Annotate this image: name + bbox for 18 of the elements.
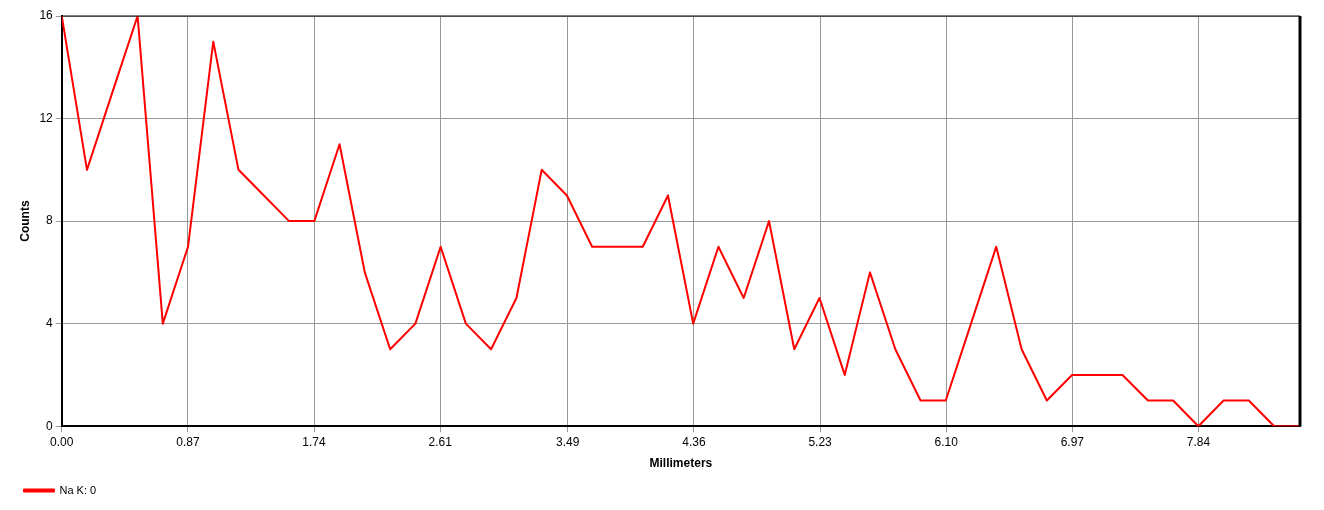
- x-tick-label: 1.74: [302, 434, 327, 449]
- x-axis-title: Millimeters: [649, 456, 713, 471]
- x-tick-label: 3.49: [556, 434, 580, 449]
- y-tick-label: 0: [46, 418, 54, 433]
- x-tick-label: 4.36: [682, 434, 706, 449]
- x-tick-label: 0.87: [176, 434, 200, 449]
- y-axis-title: Counts: [17, 200, 32, 242]
- x-tick-label: 5.23: [808, 434, 833, 449]
- x-tick-label: 6.10: [934, 434, 959, 449]
- legend-label: Na K: 0: [59, 483, 97, 496]
- y-tick-label: 8: [46, 213, 54, 228]
- x-tick-label: 6.97: [1060, 434, 1085, 449]
- x-tick-label: 0.00: [50, 434, 74, 449]
- y-tick-label: 4: [46, 315, 54, 330]
- x-tick-label: 7.84: [1186, 434, 1211, 449]
- y-tick-label: 16: [39, 8, 54, 23]
- x-tick-label: 2.61: [428, 434, 453, 449]
- y-tick-label: 12: [39, 110, 54, 125]
